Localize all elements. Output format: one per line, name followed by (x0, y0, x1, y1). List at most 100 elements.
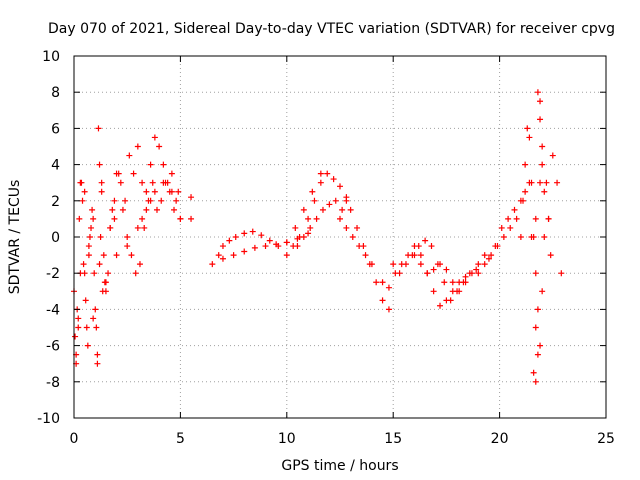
data-point (188, 194, 195, 201)
data-point (511, 206, 518, 213)
data-point (82, 297, 89, 304)
data-point (124, 234, 131, 240)
data-point (251, 244, 258, 251)
data-point (332, 197, 339, 204)
data-point (305, 230, 312, 237)
data-point (258, 232, 265, 239)
data-point (343, 197, 350, 204)
data-point (283, 252, 290, 259)
data-point (98, 188, 105, 195)
data-point (134, 143, 141, 150)
data-point (107, 224, 114, 231)
data-point (98, 179, 105, 186)
data-point (337, 215, 343, 222)
data-point (539, 161, 546, 168)
data-point (75, 315, 82, 322)
data-point (392, 270, 399, 277)
data-point (241, 230, 248, 237)
data-point (158, 197, 165, 204)
data-point (309, 188, 316, 195)
data-point (522, 188, 529, 195)
data-point (537, 342, 544, 349)
data-point (151, 134, 158, 141)
data-point (134, 224, 141, 231)
data-point (136, 261, 143, 268)
data-point (534, 89, 541, 96)
data-point (368, 261, 375, 268)
data-point (81, 188, 88, 195)
data-point (428, 243, 435, 250)
y-tick-label: 6 (51, 121, 60, 137)
data-point (379, 279, 386, 286)
y-tick-label: -8 (46, 375, 60, 391)
y-tick-label: 0 (51, 230, 60, 246)
data-point (300, 234, 307, 240)
data-point (300, 206, 307, 213)
data-point (85, 252, 92, 259)
y-tick-label: -4 (46, 302, 60, 318)
data-point (456, 288, 463, 295)
data-point (385, 306, 392, 313)
data-point (75, 324, 82, 331)
data-point (481, 261, 488, 268)
data-point (330, 176, 337, 183)
data-point (76, 215, 83, 222)
data-point (547, 252, 554, 259)
data-point (100, 252, 107, 259)
data-point (468, 270, 475, 277)
data-point (494, 243, 501, 250)
data-point (534, 306, 541, 313)
data-point (513, 215, 520, 222)
data-point (481, 252, 488, 259)
data-point (430, 266, 437, 273)
data-point (554, 179, 561, 186)
data-point (526, 134, 533, 141)
y-tick-labels: -10 -8 -6 -4 -2 0 2 4 6 8 10 (37, 49, 60, 427)
data-point (505, 215, 512, 222)
data-point (317, 170, 324, 177)
data-point (147, 197, 154, 204)
data-point (443, 297, 450, 304)
data-point (153, 206, 160, 213)
data-point (177, 215, 184, 222)
data-point (119, 206, 126, 213)
y-axis-label: SDTVAR / TECUs (7, 180, 23, 295)
data-point (441, 279, 448, 286)
data-point (498, 224, 505, 231)
y-tick-label: 10 (42, 49, 60, 65)
data-point (411, 243, 418, 250)
data-point (417, 252, 424, 259)
data-point (534, 351, 541, 358)
data-point (430, 288, 437, 295)
data-point (143, 188, 150, 195)
y-tick-label: -2 (46, 266, 60, 282)
data-point (437, 261, 444, 268)
data-point (549, 152, 556, 159)
data-point (78, 179, 85, 186)
data-point (543, 179, 550, 186)
data-point (83, 324, 90, 331)
data-point (411, 252, 418, 259)
data-point (488, 252, 495, 259)
data-point (72, 333, 79, 340)
data-point (456, 279, 463, 286)
data-point (537, 98, 544, 105)
data-point (541, 188, 548, 195)
data-points (71, 89, 565, 385)
data-point (449, 288, 456, 295)
data-point (485, 255, 492, 262)
x-tick-label: 10 (278, 431, 296, 447)
axis-ticks (73, 55, 607, 419)
data-point (128, 252, 135, 259)
data-point (294, 243, 301, 250)
data-point (111, 215, 118, 222)
data-point (424, 270, 431, 277)
data-point (85, 243, 92, 250)
data-point (86, 234, 93, 240)
data-point (93, 324, 100, 331)
data-point (379, 297, 386, 304)
data-point (405, 252, 412, 259)
data-point (160, 161, 167, 168)
data-point (422, 237, 429, 244)
data-point (339, 206, 346, 213)
